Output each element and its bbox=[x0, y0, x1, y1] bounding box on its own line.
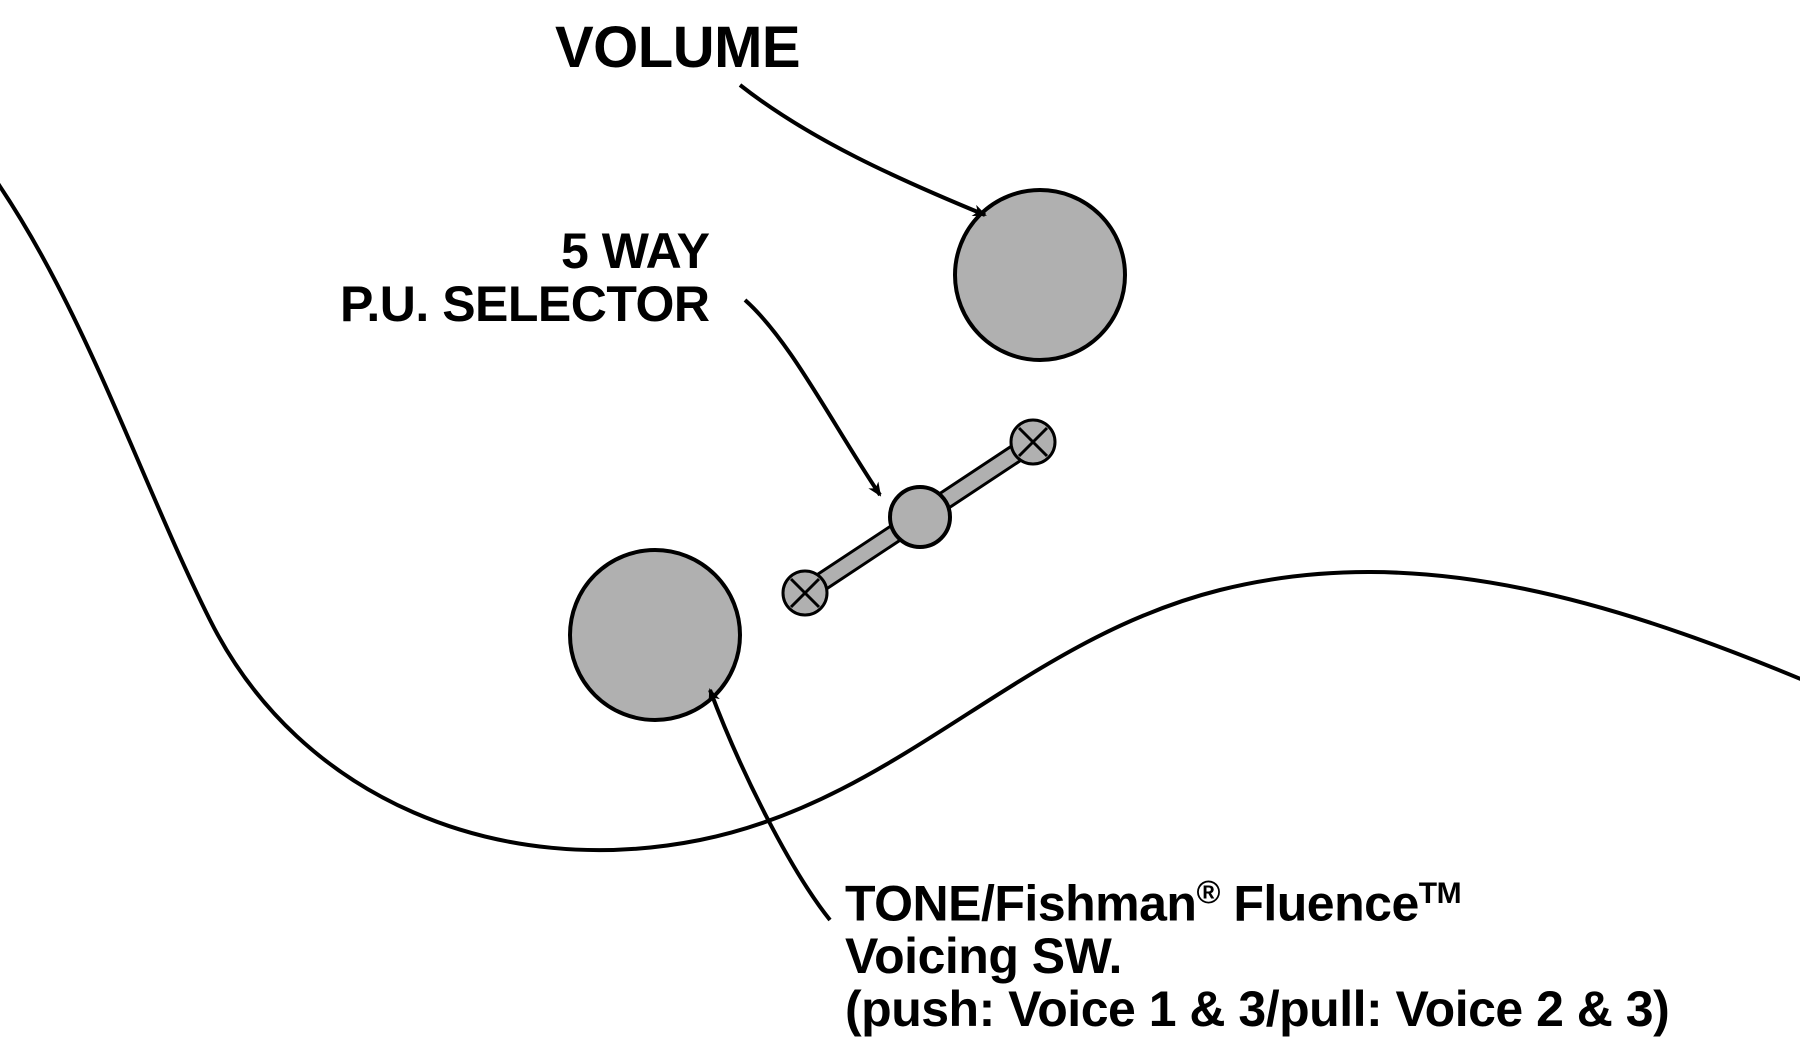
arrow-volume bbox=[740, 85, 985, 215]
registered-icon: ® bbox=[1196, 874, 1219, 910]
label-tone-line1-mid: Fluence bbox=[1220, 876, 1419, 932]
body-outline bbox=[0, 120, 1800, 850]
screw-bottom bbox=[783, 571, 827, 615]
label-volume: VOLUME bbox=[555, 18, 800, 79]
label-tone-line1: TONE/Fishman® FluenceTM bbox=[845, 875, 1669, 930]
label-selector: 5 WAY P.U. SELECTOR bbox=[340, 225, 710, 330]
diagram-canvas: VOLUME 5 WAY P.U. SELECTOR TONE/Fishman®… bbox=[0, 0, 1800, 1060]
label-selector-line2: P.U. SELECTOR bbox=[340, 278, 710, 331]
label-tone-line2: Voicing SW. bbox=[845, 930, 1669, 983]
label-tone-line1-pre: TONE/Fishman bbox=[845, 876, 1196, 932]
tone-knob bbox=[570, 550, 740, 720]
label-tone-line3: (push: Voice 1 & 3/pull: Voice 2 & 3) bbox=[845, 983, 1669, 1036]
screw-top bbox=[1011, 420, 1055, 464]
selector-tip bbox=[890, 487, 950, 547]
label-selector-line1: 5 WAY bbox=[340, 225, 710, 278]
label-tone: TONE/Fishman® FluenceTM Voicing SW. (pus… bbox=[845, 875, 1669, 1035]
arrow-selector bbox=[745, 300, 880, 495]
volume-knob bbox=[955, 190, 1125, 360]
trademark-icon: TM bbox=[1419, 877, 1461, 910]
